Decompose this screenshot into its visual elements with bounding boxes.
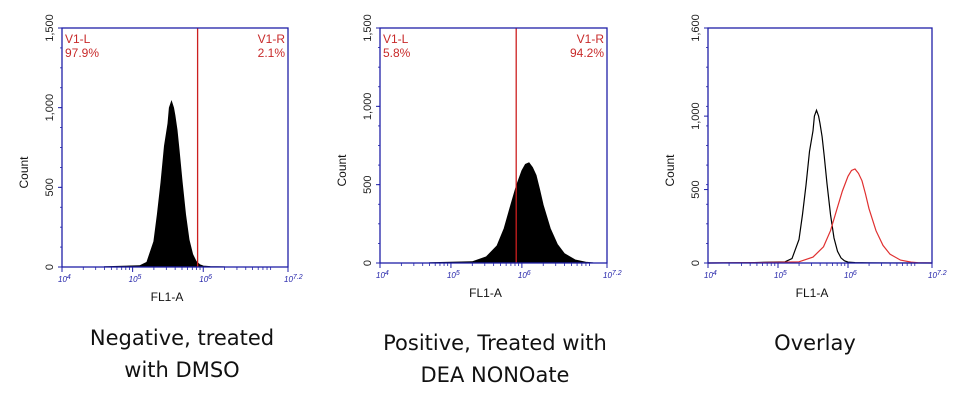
x-tick-label: 105	[447, 270, 460, 280]
y-axis-title: Count	[663, 154, 677, 187]
panel-caption-1: Negative, treated with DMSO	[32, 322, 332, 386]
panel-caption-3: Overlay	[665, 327, 965, 359]
histogram-series-fill	[104, 100, 225, 268]
y-tick-label: 0	[44, 264, 56, 270]
y-tick-label: 0	[362, 260, 374, 266]
x-tick-label: 107.2	[928, 270, 947, 280]
x-tick-label: 104	[58, 274, 71, 284]
histogram-panel-2: 0 500 1,000 1,500 104 105 106 107.2 FL1-A Count V1…	[335, 14, 622, 300]
histogram-series-fill	[429, 162, 594, 264]
x-tick-label: 107.2	[603, 270, 622, 280]
gate-left-name: V1-L	[383, 32, 409, 46]
y-axis-title: Count	[17, 156, 31, 189]
x-tick-label: 106	[844, 270, 857, 280]
gate-right-name: V1-R	[258, 32, 286, 46]
plot-frame	[707, 27, 933, 264]
y-tick-label: 1,500	[362, 14, 374, 42]
panel-caption-2: Positive, Treated with DEA NONOate	[345, 327, 645, 391]
y-tick-label: 1,000	[44, 94, 56, 122]
x-axis-title: FL1-A	[796, 286, 829, 300]
caption-line: Negative, treated	[89, 326, 275, 350]
gate-left-percent: 97.9%	[65, 46, 99, 60]
x-tick-label: 104	[704, 270, 717, 280]
caption-line: with DMSO	[124, 358, 240, 382]
x-tick-label: 106	[518, 270, 531, 280]
y-tick-label: 1,500	[44, 14, 56, 42]
y-tick-label: 500	[690, 180, 702, 198]
y-tick-label: 500	[44, 178, 56, 196]
y-tick-label: 1,000	[362, 93, 374, 121]
gate-right-percent: 94.2%	[570, 46, 604, 60]
caption-line: DEA NONOate	[420, 363, 570, 387]
caption-line: Positive, Treated with	[383, 331, 607, 355]
y-tick-label: 1,000	[690, 102, 702, 130]
x-axis-title: FL1-A	[469, 286, 502, 300]
overlay-positive-line	[707, 168, 933, 264]
x-tick-label: 107.2	[284, 274, 303, 284]
x-axis-title: FL1-A	[151, 290, 184, 304]
plot-frame	[379, 27, 608, 264]
overlay-negative-line	[707, 108, 933, 264]
gate-right-percent: 2.1%	[258, 46, 286, 60]
y-tick-label: 500	[362, 175, 374, 193]
x-tick-label: 105	[774, 270, 787, 280]
y-axis-title: Count	[335, 154, 349, 187]
gate-right-name: V1-R	[577, 32, 605, 46]
gate-left-percent: 5.8%	[383, 46, 411, 60]
x-tick-label: 105	[129, 274, 142, 284]
x-tick-label: 104	[376, 270, 389, 280]
gate-left-name: V1-L	[65, 32, 91, 46]
histogram-panel-1: 0 500 1,000 1,500 104 105 106 107.2 FL1-A Count V1…	[17, 14, 303, 304]
histogram-panel-3: 0 500 1,000 1,600 104 105 106 107.2 FL1-A Count	[663, 14, 947, 300]
caption-line: Overlay	[774, 331, 856, 355]
y-tick-label: 1,600	[690, 14, 702, 42]
x-tick-label: 106	[199, 274, 212, 284]
y-tick-label: 0	[690, 260, 702, 266]
